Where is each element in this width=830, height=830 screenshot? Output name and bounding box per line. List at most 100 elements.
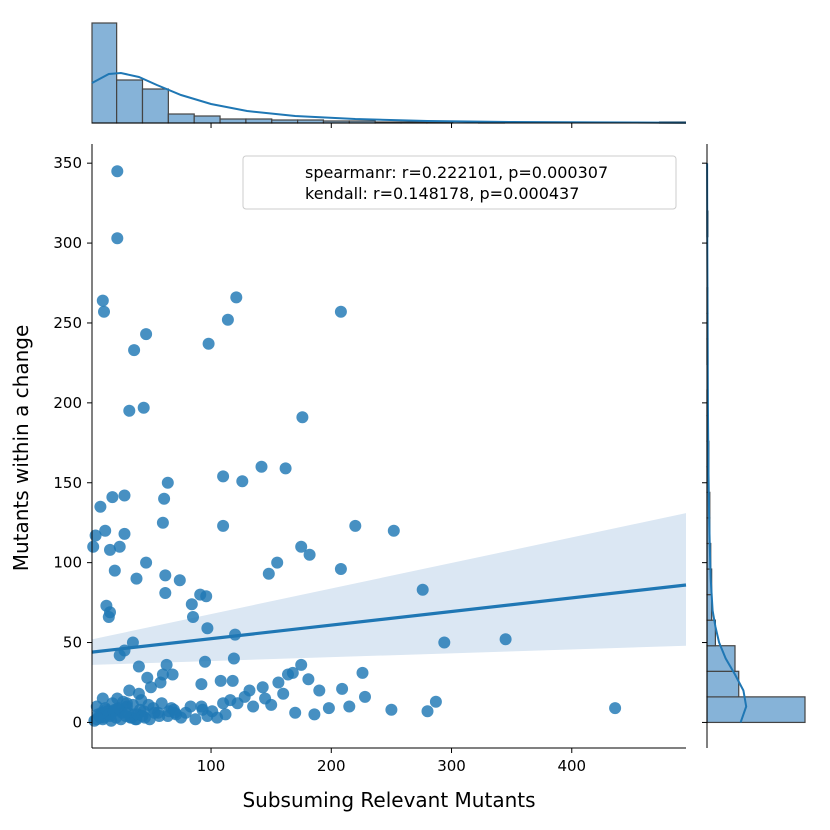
scatter-point — [117, 695, 130, 708]
scatter-point — [126, 636, 139, 649]
scatter-point — [156, 668, 169, 681]
scatter-point — [230, 291, 243, 304]
scatter-point — [243, 684, 256, 697]
scatter-point — [140, 556, 153, 569]
scatter-points-layer — [87, 165, 622, 727]
scatter-point — [308, 708, 321, 721]
scatter-point — [303, 548, 316, 561]
y-tick-label: 300 — [53, 234, 82, 252]
scatter-point — [295, 658, 308, 671]
scatter-point — [499, 633, 512, 646]
scatter-point — [99, 524, 112, 537]
scatter-point — [195, 678, 208, 691]
scatter-point — [155, 697, 168, 710]
scatter-point — [104, 543, 116, 556]
scatter-point — [189, 713, 202, 726]
scatter-point — [123, 684, 136, 697]
scatter-point — [227, 652, 240, 665]
scatter-point — [161, 476, 174, 489]
scatter-point — [259, 692, 272, 705]
scatter-point — [255, 460, 268, 473]
scatter-point — [173, 574, 186, 587]
top-kde-curve — [91, 71, 687, 124]
scatter-point — [158, 492, 171, 505]
scatter-point — [159, 587, 172, 599]
scatter-point — [102, 611, 115, 623]
scatter-point — [231, 697, 244, 710]
scatter-point — [202, 337, 215, 350]
y-tick-label: 350 — [53, 154, 82, 172]
scatter-point — [289, 706, 302, 719]
top-histogram-bar — [193, 115, 221, 124]
top-histogram-bar — [141, 88, 169, 124]
scatter-point — [609, 702, 622, 715]
scatter-point — [201, 622, 214, 635]
scatter-point — [199, 655, 211, 668]
scatter-point — [217, 697, 230, 710]
scatter-point — [128, 344, 141, 357]
y-tick-label: 100 — [53, 554, 82, 572]
x-axis-title: Subsuming Relevant Mutants — [242, 788, 535, 812]
y-tick-label: 50 — [63, 634, 82, 652]
scatter-point — [159, 569, 172, 582]
axes-layer: 100 200 300 400 0 50 100 150 200 250 300 350 — [53, 144, 686, 775]
scatter-point — [141, 671, 154, 684]
scatter-point — [98, 305, 110, 318]
scatter-point — [153, 710, 166, 722]
scatter-point — [113, 540, 126, 553]
scatter-point — [334, 305, 347, 318]
scatter-point — [349, 519, 362, 532]
scatter-point — [106, 491, 119, 504]
scatter-point — [118, 527, 131, 540]
top-marginal-histogram — [91, 22, 687, 128]
y-axis-title: Mutants within a change — [9, 325, 33, 572]
scatter-point — [271, 556, 284, 569]
scatter-point — [111, 232, 124, 245]
x-tick-label: 400 — [557, 757, 586, 775]
scatter-point — [226, 674, 239, 687]
scatter-point — [137, 401, 150, 414]
scatter-point — [111, 165, 124, 178]
x-tick-label: 200 — [317, 757, 346, 775]
right-marginal-histogram — [702, 144, 806, 748]
scatter-point — [194, 588, 207, 601]
scatter-point — [185, 598, 198, 611]
top-histogram-bar — [245, 118, 273, 124]
regression-line — [91, 583, 687, 654]
scatter-point — [214, 674, 227, 687]
scatter-point — [156, 516, 169, 529]
scatter-point — [421, 705, 434, 718]
scatter-point — [336, 682, 349, 695]
right-histogram-bar — [706, 696, 806, 724]
scatter-point — [356, 666, 369, 679]
regression-line-layer — [91, 583, 687, 654]
scatter-point — [94, 500, 107, 513]
scatter-point — [282, 668, 294, 681]
scatter-point — [89, 529, 102, 542]
legend: spearmanr: r=0.222101, p=0.000307 kendal… — [242, 155, 677, 210]
scatter-point — [279, 462, 292, 475]
scatter-point — [123, 404, 136, 417]
right-kde-curve — [706, 163, 748, 723]
scatter-point — [322, 702, 335, 715]
scatter-point — [108, 564, 121, 577]
scatter-point — [113, 649, 126, 662]
scatter-point — [343, 700, 356, 713]
scatter-point — [296, 411, 309, 424]
scatter-point — [302, 673, 315, 686]
legend-entry-spearman: spearmanr: r=0.222101, p=0.000307 — [305, 163, 608, 182]
top-histogram-bar — [219, 118, 247, 124]
top-histogram-bar — [116, 79, 144, 124]
scatter-point — [187, 611, 199, 623]
scatter-point — [429, 695, 442, 708]
scatter-point — [359, 690, 371, 703]
confidence-band — [92, 513, 686, 665]
scatter-point — [295, 540, 308, 553]
top-histogram-bar — [167, 113, 195, 124]
scatter-point — [438, 636, 451, 649]
scatter-point — [160, 658, 173, 671]
scatter-point — [140, 328, 153, 341]
scatter-point — [247, 700, 260, 713]
legend-box — [242, 155, 677, 210]
